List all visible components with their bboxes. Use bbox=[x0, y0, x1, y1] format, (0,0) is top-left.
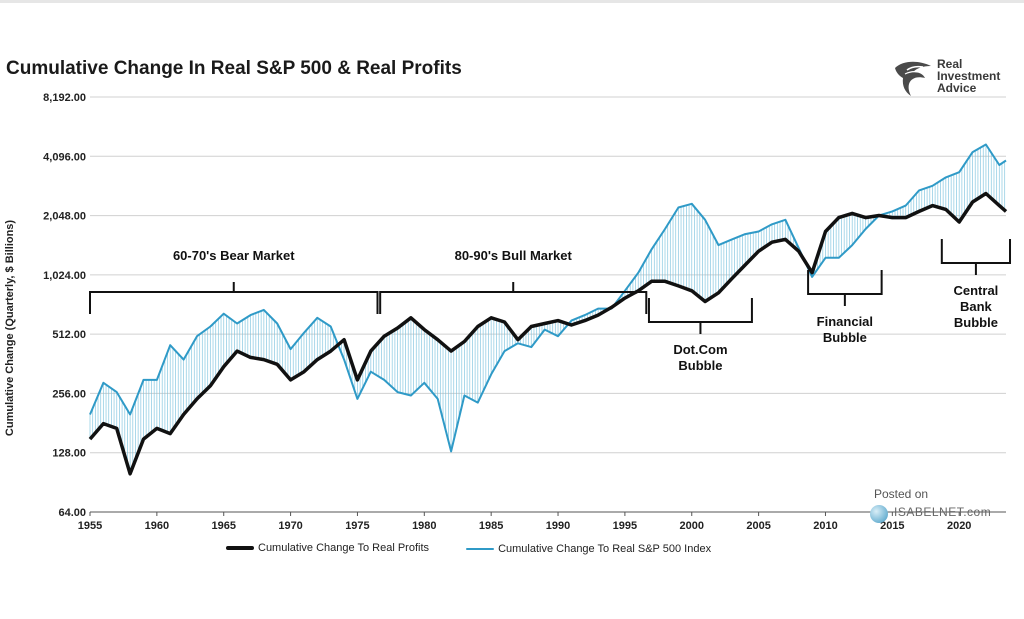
x-tick-label: 1990 bbox=[546, 520, 570, 532]
y-tick-label: 128.00 bbox=[52, 448, 86, 460]
watermark-site: ISABELNET.com bbox=[894, 505, 992, 519]
top-border bbox=[0, 0, 1024, 3]
chart-title: Cumulative Change In Real S&P 500 & Real… bbox=[6, 58, 462, 79]
axes: 64.00 128.00 256.00 512.00 1,024.00 2,048.00 4… bbox=[43, 92, 1006, 532]
y-tick-label: 8,192.00 bbox=[43, 92, 86, 104]
legend-item-sp500: Cumulative Change To Real S&P 500 Index bbox=[466, 543, 711, 555]
x-tick-label: 1975 bbox=[345, 520, 369, 532]
x-tick-label: 1970 bbox=[278, 520, 302, 532]
y-tick-label: 64.00 bbox=[58, 507, 86, 519]
x-tick-label: 1960 bbox=[145, 520, 169, 532]
x-tick-label: 1955 bbox=[78, 520, 102, 532]
annotation-label: Bubble bbox=[678, 358, 722, 373]
x-tick-label: 2000 bbox=[680, 520, 704, 532]
x-tick-label: 1965 bbox=[211, 520, 235, 532]
annotation-label: 60-70's Bear Market bbox=[173, 248, 295, 263]
annotation-label: Financial bbox=[817, 314, 873, 329]
spread-fill bbox=[89, 144, 1006, 474]
x-tick-label: 1985 bbox=[479, 520, 503, 532]
annotation-brace bbox=[647, 298, 753, 334]
series-line-sp500 bbox=[89, 143, 1007, 453]
logo-line-2: Investment bbox=[937, 69, 1001, 83]
annotation-brace bbox=[379, 282, 648, 314]
y-tick-label: 256.00 bbox=[52, 388, 86, 400]
y-tick-label: 2,048.00 bbox=[43, 211, 86, 223]
legend-item-profits: Cumulative Change To Real Profits bbox=[226, 542, 429, 554]
x-tick-label: 2020 bbox=[947, 520, 971, 532]
logo-text: Real Investment Advice bbox=[937, 58, 1000, 94]
legend-label-profits: Cumulative Change To Real Profits bbox=[258, 542, 429, 554]
x-tick-label: 2010 bbox=[813, 520, 837, 532]
annotation-label: Dot.Com bbox=[673, 342, 727, 357]
legend: Cumulative Change To Real Profits Cumula… bbox=[226, 541, 745, 555]
y-tick-label: 1,024.00 bbox=[43, 270, 86, 282]
x-tick-label: 2005 bbox=[746, 520, 770, 532]
annotation-brace bbox=[807, 270, 883, 306]
annotation-label: 80-90's Bull Market bbox=[455, 248, 573, 263]
legend-label-sp500: Cumulative Change To Real S&P 500 Index bbox=[498, 543, 712, 555]
x-tick-label: 1980 bbox=[412, 520, 436, 532]
annotation-label: Central bbox=[954, 283, 999, 298]
watermark: Posted on ISABELNET.com bbox=[870, 487, 992, 523]
eagle-icon bbox=[895, 61, 931, 96]
annotation-brace bbox=[940, 239, 1012, 275]
watermark-posted: Posted on bbox=[874, 487, 929, 501]
gridlines bbox=[90, 96, 1006, 513]
legend-swatch-profits bbox=[226, 546, 254, 550]
annotations: 60-70's Bear Market 80-90's Bull Market Do… bbox=[89, 239, 1012, 373]
series-line-profits bbox=[88, 191, 1008, 476]
y-axis-label: Cumulative Change (Quarterly, $ Billions… bbox=[4, 220, 16, 437]
annotation-brace bbox=[89, 282, 379, 314]
x-tick-label: 1995 bbox=[613, 520, 637, 532]
y-tick-label: 4,096.00 bbox=[43, 151, 86, 163]
logo-line-3: Advice bbox=[937, 81, 977, 95]
series-lines bbox=[88, 143, 1008, 476]
brand-logo: Real Investment Advice bbox=[893, 58, 1013, 98]
y-tick-label: 512.00 bbox=[52, 329, 86, 341]
legend-swatch-sp500 bbox=[466, 548, 495, 550]
annotation-label: Bubble bbox=[954, 315, 998, 330]
x-tick-label: 2015 bbox=[880, 520, 904, 532]
annotation-label: Bank bbox=[960, 299, 993, 314]
annotation-label: Bubble bbox=[823, 330, 867, 345]
globe-icon bbox=[870, 505, 888, 523]
logo-line-1: Real bbox=[937, 57, 963, 71]
